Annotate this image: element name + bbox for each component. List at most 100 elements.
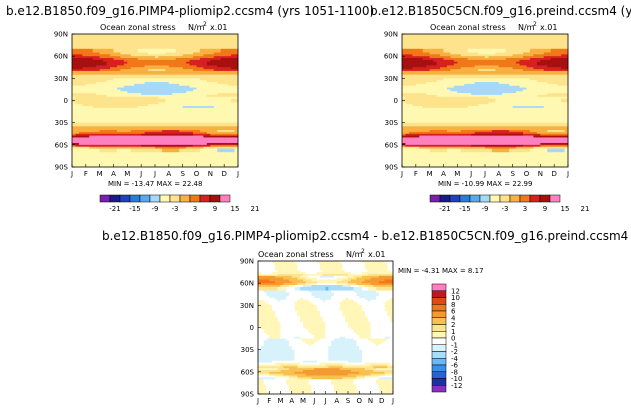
heatmap-cell bbox=[137, 50, 142, 53]
heatmap-cell bbox=[103, 142, 107, 146]
heatmap-cell bbox=[137, 142, 142, 146]
heatmap-cell bbox=[144, 58, 149, 61]
heatmap-cell bbox=[134, 67, 139, 70]
heatmap-cell bbox=[127, 72, 132, 76]
heatmap-cell bbox=[103, 72, 107, 76]
heatmap-cell bbox=[175, 63, 180, 66]
heatmap-cell bbox=[89, 165, 94, 168]
heatmap-cell bbox=[110, 133, 114, 136]
heatmap-cell bbox=[144, 46, 149, 50]
heatmap-cell bbox=[92, 87, 97, 90]
heatmap-cell bbox=[113, 41, 118, 44]
heatmap-cell bbox=[99, 118, 104, 122]
heatmap-cell bbox=[123, 115, 128, 118]
heatmap-cell bbox=[123, 113, 128, 116]
heatmap-cell bbox=[120, 118, 125, 122]
heatmap-cell bbox=[82, 104, 87, 107]
heatmap-cell bbox=[144, 48, 149, 52]
heatmap-cell bbox=[116, 87, 121, 90]
heatmap-cell bbox=[182, 100, 187, 103]
heatmap-cell bbox=[106, 109, 111, 112]
heatmap-cell bbox=[75, 104, 80, 107]
heatmap-cell bbox=[175, 85, 180, 88]
heatmap-cell bbox=[158, 157, 163, 161]
heatmap-cell bbox=[120, 131, 125, 135]
heatmap-cell bbox=[82, 76, 87, 79]
heatmap-cell bbox=[179, 115, 184, 118]
heatmap-cell bbox=[123, 69, 128, 72]
heatmap-cell bbox=[168, 135, 173, 138]
heatmap-cell bbox=[92, 61, 97, 64]
left-panel-title: b.e12.B1850.f09_g16.PIMP4-pliomip2.ccsm4… bbox=[6, 4, 374, 18]
heatmap-cell bbox=[92, 50, 97, 53]
heatmap-cell bbox=[116, 157, 121, 161]
heatmap-cell bbox=[72, 41, 76, 44]
heatmap-cell bbox=[158, 50, 163, 53]
heatmap-cell bbox=[127, 128, 132, 131]
heatmap-cell bbox=[127, 48, 132, 52]
heatmap-cell bbox=[155, 91, 159, 94]
heatmap-cell bbox=[137, 45, 142, 48]
heatmap-cell bbox=[89, 118, 94, 122]
heatmap-cell bbox=[103, 126, 107, 129]
heatmap-cell bbox=[151, 45, 156, 48]
heatmap-cell bbox=[85, 87, 90, 90]
heatmap-cell bbox=[179, 122, 184, 125]
heatmap-cell bbox=[179, 155, 184, 159]
heatmap-cell bbox=[144, 98, 149, 101]
heatmap-cell bbox=[161, 65, 166, 68]
heatmap-cell bbox=[141, 65, 146, 68]
heatmap-cell bbox=[130, 165, 135, 168]
heatmap-cell bbox=[182, 98, 187, 101]
heatmap-cell bbox=[123, 39, 128, 42]
heatmap-cell bbox=[155, 120, 159, 124]
heatmap-cell bbox=[165, 107, 170, 111]
colorbar-swatch bbox=[149, 194, 161, 203]
heatmap-cell bbox=[161, 85, 166, 88]
heatmap-cell bbox=[161, 61, 166, 64]
heatmap-cell bbox=[175, 69, 180, 72]
heatmap-cell bbox=[130, 78, 135, 81]
heatmap-cell bbox=[123, 54, 128, 57]
heatmap-cell bbox=[85, 59, 90, 63]
heatmap-cell bbox=[179, 150, 184, 153]
heatmap-cell bbox=[168, 56, 173, 59]
colorbar-label: -21 bbox=[109, 205, 120, 213]
heatmap-cell bbox=[144, 165, 149, 168]
heatmap-cell bbox=[75, 107, 80, 111]
heatmap-cell bbox=[82, 135, 87, 138]
heatmap-cell bbox=[96, 100, 101, 103]
heatmap-cell bbox=[82, 118, 87, 122]
heatmap-cell bbox=[113, 131, 118, 135]
heatmap-cell bbox=[168, 58, 173, 61]
heatmap-cell bbox=[130, 155, 135, 159]
heatmap-cell bbox=[103, 83, 107, 87]
heatmap-cell bbox=[85, 37, 90, 40]
heatmap-cell bbox=[72, 83, 76, 87]
heatmap-cell bbox=[148, 61, 152, 64]
heatmap-cell bbox=[92, 118, 97, 122]
heatmap-cell bbox=[85, 45, 90, 48]
heatmap-cell bbox=[127, 137, 132, 140]
heatmap-cell bbox=[144, 120, 149, 124]
colorbar-label: -3 bbox=[172, 205, 179, 213]
heatmap-cell bbox=[175, 102, 180, 105]
heatmap-cell bbox=[82, 91, 87, 94]
heatmap-cell bbox=[130, 100, 135, 103]
heatmap-cell bbox=[161, 34, 166, 37]
heatmap-cell bbox=[165, 72, 170, 76]
heatmap-cell bbox=[92, 111, 97, 114]
heatmap-cell bbox=[158, 56, 163, 59]
heatmap-cell bbox=[168, 146, 173, 149]
heatmap-cell bbox=[127, 96, 132, 100]
heatmap-cell bbox=[78, 118, 83, 122]
heatmap-cell bbox=[89, 157, 94, 161]
heatmap-cell bbox=[161, 120, 166, 124]
heatmap-cell bbox=[72, 141, 76, 144]
heatmap-cell bbox=[127, 100, 132, 103]
heatmap-cell bbox=[120, 154, 125, 157]
heatmap-cell bbox=[82, 100, 87, 103]
heatmap-cell bbox=[137, 43, 142, 46]
heatmap-cell bbox=[96, 141, 101, 144]
heatmap-cell bbox=[78, 144, 83, 148]
